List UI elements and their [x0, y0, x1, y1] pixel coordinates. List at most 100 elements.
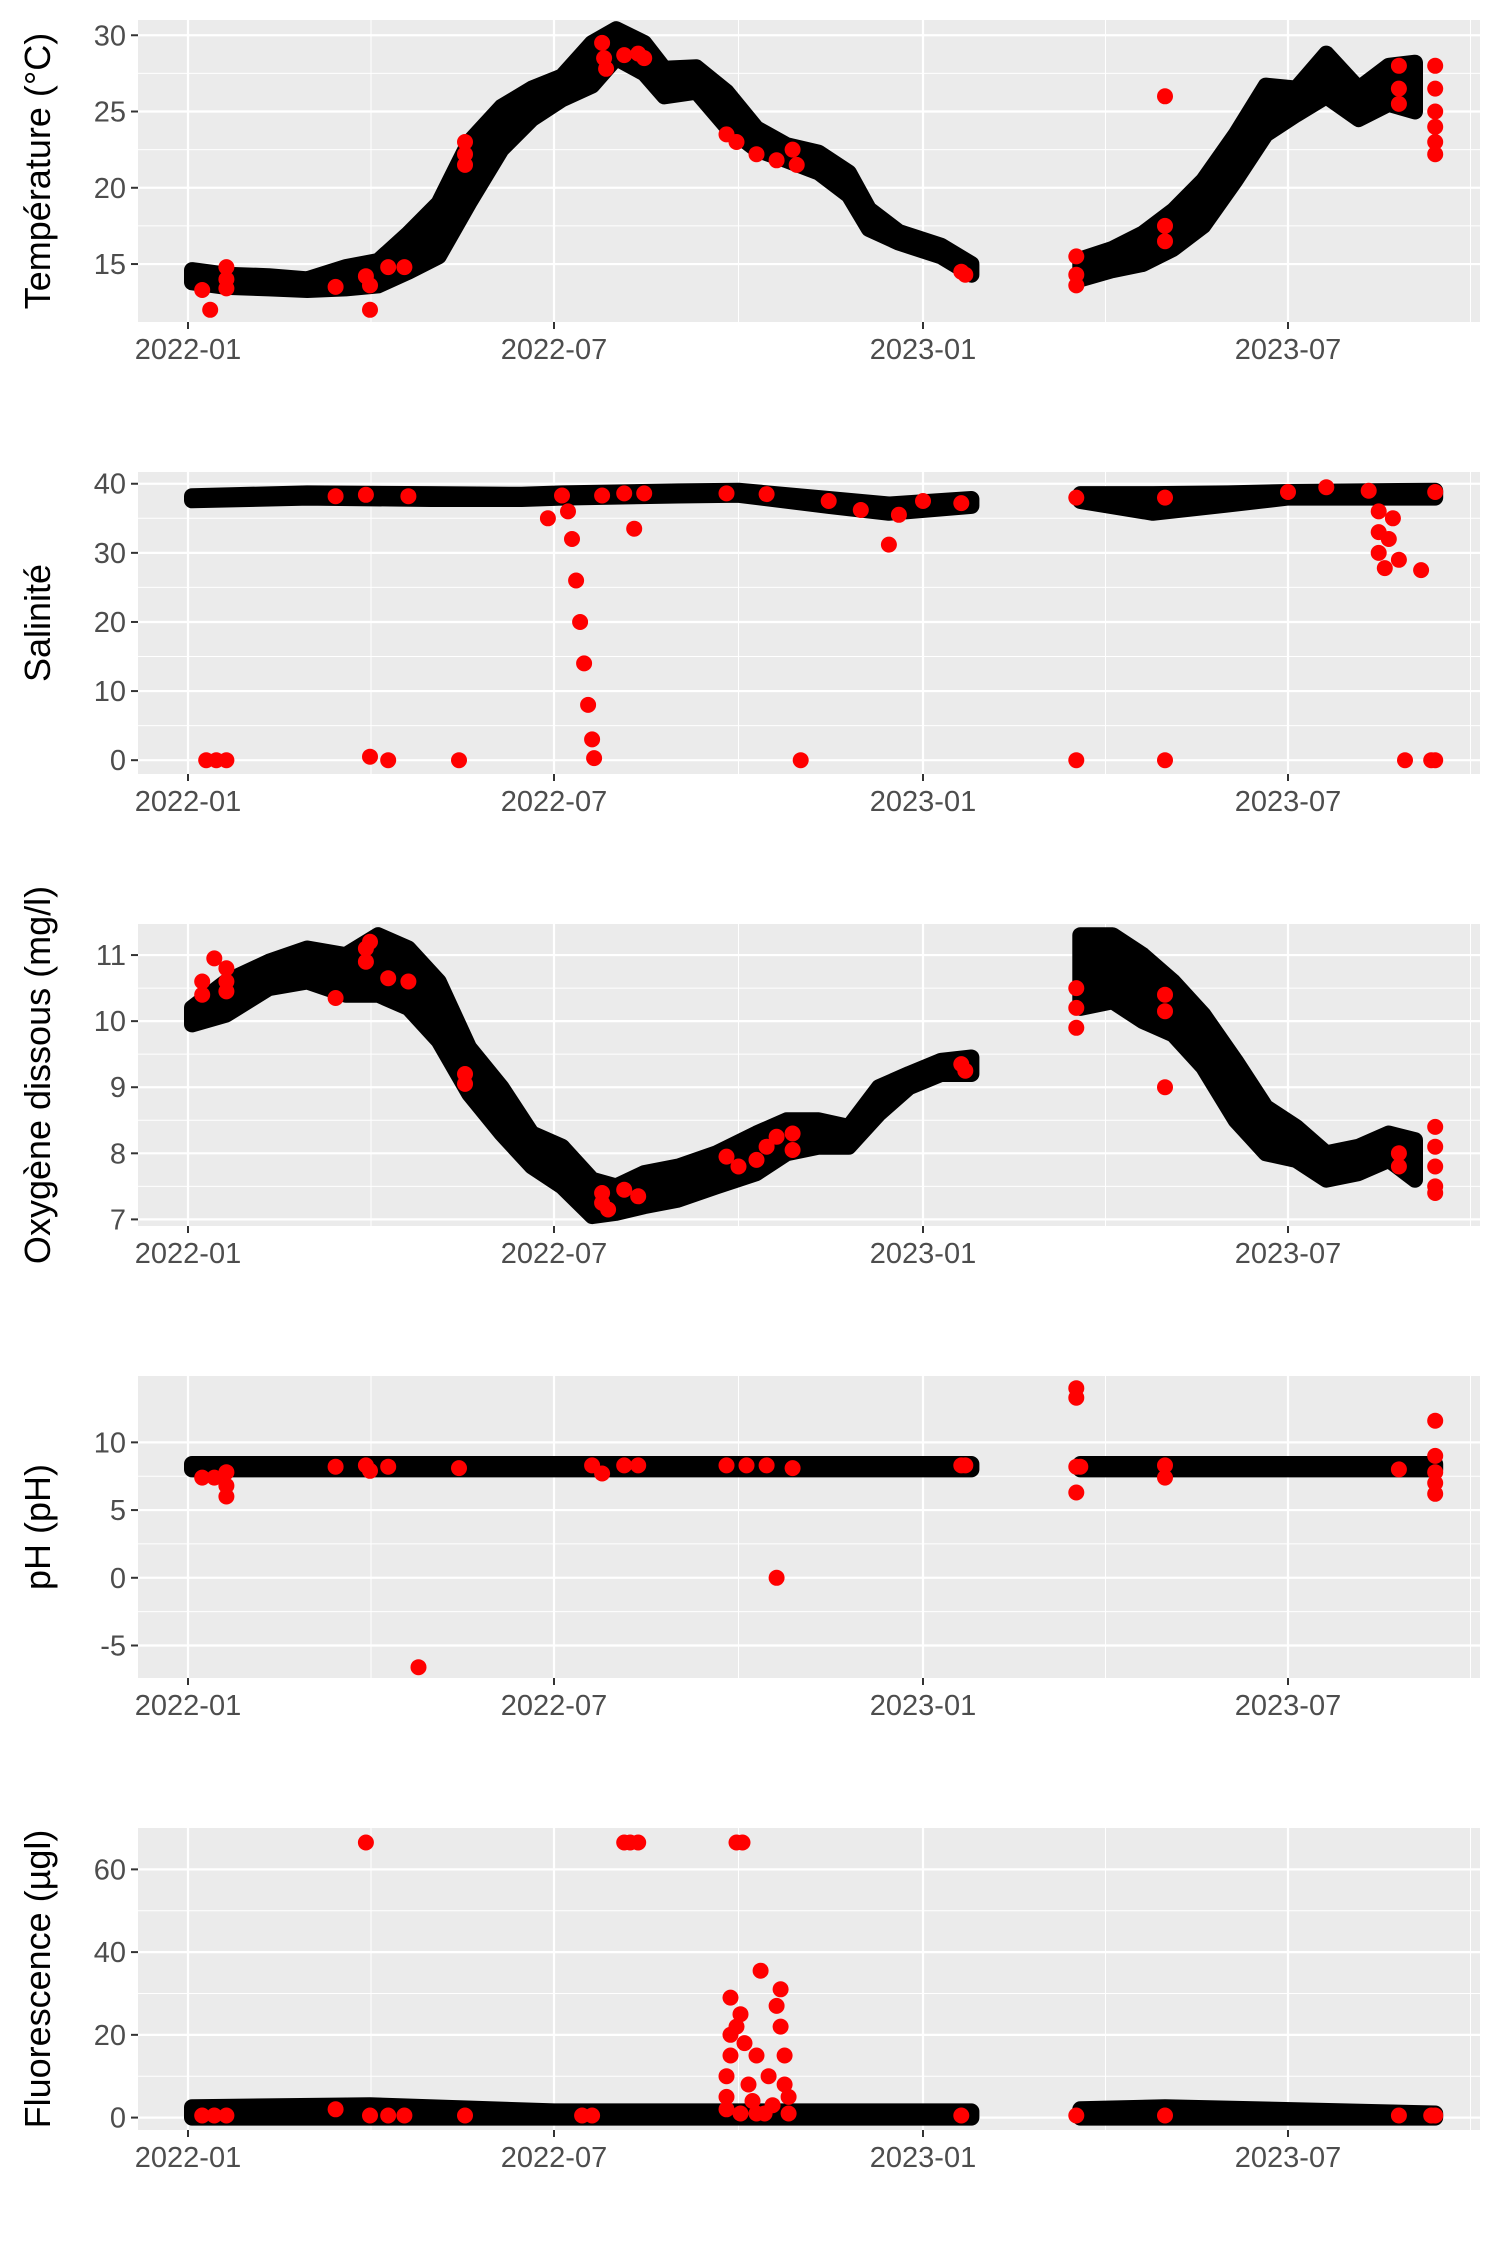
- data-point-red: [915, 493, 931, 509]
- data-point-red: [357, 486, 374, 503]
- data-layer: [184, 1834, 1444, 2126]
- x-tick-label: 2022-07: [501, 2142, 607, 2174]
- data-point-red: [1427, 118, 1444, 135]
- data-point-red: [1390, 551, 1407, 568]
- data-point-red: [600, 1201, 617, 1218]
- data-point-red: [792, 752, 809, 769]
- panel-4: -5 0 5 10 2022-01 2022-07 2023-01 2023-07 pH (pH…: [17, 1376, 1480, 1722]
- data-point-red: [194, 973, 211, 990]
- data-point-red: [616, 485, 633, 502]
- y-tick-label: 11: [96, 940, 126, 972]
- y-axis-title: Salinité: [17, 564, 58, 682]
- data-point-red: [1384, 510, 1401, 527]
- y-tick-label: 7: [110, 1204, 126, 1236]
- y-tick-label: 10: [94, 676, 126, 708]
- y-tick-label: 9: [110, 1072, 126, 1104]
- data-point-red: [718, 485, 735, 502]
- data-point-red: [1157, 489, 1173, 506]
- data-point-red: [1157, 88, 1173, 105]
- data-point-red: [1427, 57, 1444, 74]
- data-point-red: [732, 2105, 749, 2122]
- data-point-red: [194, 1469, 211, 1486]
- data-point-red: [218, 1488, 235, 1505]
- data-point-red: [728, 2018, 745, 2035]
- data-point-red: [1427, 484, 1444, 500]
- data-point-red: [572, 614, 589, 630]
- data-point-red: [568, 572, 585, 589]
- data-point-red: [1068, 1389, 1085, 1406]
- data-point-red: [327, 2101, 344, 2118]
- panel-1: 15 20 25 30 2022-01 2022-07 2023-01 2023-07 Temp…: [17, 20, 1480, 366]
- data-point-red: [457, 134, 473, 150]
- data-point-red: [584, 2107, 601, 2124]
- data-point-red: [1157, 1469, 1173, 1486]
- data-point-red: [1280, 484, 1296, 500]
- data-point-red: [1068, 248, 1085, 265]
- data-point-red: [776, 2076, 793, 2093]
- data-point-red: [218, 983, 235, 1000]
- data-point-red: [626, 520, 643, 537]
- data-point-red: [1370, 544, 1387, 561]
- data-point-red: [768, 152, 785, 169]
- plot-background: [138, 1828, 1480, 2130]
- data-point-red: [718, 2101, 735, 2118]
- data-point-red: [380, 752, 397, 769]
- data-point-red: [1427, 1485, 1444, 1502]
- data-point-red: [1390, 2107, 1407, 2124]
- data-point-red: [586, 750, 603, 767]
- data-point-red: [1318, 479, 1335, 496]
- data-point-red: [410, 1659, 427, 1676]
- data-point-red: [1427, 80, 1444, 97]
- data-layer: [184, 1380, 1444, 1676]
- data-point-red: [1068, 2107, 1085, 2124]
- data-point-red: [728, 134, 745, 150]
- data-point-red: [564, 531, 580, 547]
- data-point-red: [957, 1062, 974, 1079]
- data-point-red: [734, 1834, 751, 1851]
- data-point-red: [1390, 1158, 1407, 1175]
- y-axis-title: Température (°C): [17, 33, 58, 309]
- data-point-red: [630, 1457, 647, 1474]
- data-point-red: [732, 2006, 749, 2023]
- data-point-red: [457, 156, 473, 173]
- data-point-red: [1068, 980, 1085, 997]
- data-point-red: [396, 259, 413, 276]
- data-point-red: [594, 1465, 611, 1482]
- data-point-red: [758, 1138, 775, 1155]
- data-point-red: [400, 488, 417, 505]
- data-point-red: [616, 1181, 633, 1198]
- data-point-red: [636, 485, 653, 502]
- data-point-red: [780, 2105, 797, 2122]
- plot-background: [138, 1376, 1480, 1678]
- y-axis-title: Fluorescence (µgl): [17, 1830, 58, 2129]
- data-point-red: [780, 2088, 797, 2105]
- data-point-red: [738, 1457, 755, 1474]
- data-point-red: [636, 50, 653, 67]
- data-layer: [184, 927, 1444, 1225]
- data-point-red: [580, 696, 597, 713]
- data-point-red: [400, 973, 417, 990]
- data-point-red: [957, 1457, 974, 1474]
- y-tick-label: 20: [94, 2020, 126, 2052]
- data-point-red: [194, 282, 211, 298]
- data-band-black: [184, 1456, 980, 1478]
- data-point-red: [744, 2093, 761, 2109]
- data-point-red: [752, 1962, 769, 1979]
- data-point-red: [718, 2088, 735, 2105]
- data-band-black: [1072, 1456, 1444, 1478]
- data-point-red: [1427, 1412, 1444, 1429]
- x-tick-label: 2022-01: [135, 334, 241, 366]
- y-tick-label: 30: [94, 538, 126, 570]
- data-point-red: [718, 1457, 735, 1474]
- data-point-red: [880, 536, 897, 553]
- data-point-red: [1068, 752, 1085, 769]
- data-point-red: [760, 2068, 777, 2085]
- data-point-red: [1390, 80, 1407, 97]
- data-point-red: [957, 266, 974, 283]
- data-point-red: [218, 259, 235, 276]
- x-tick-label: 2023-01: [870, 2142, 976, 2174]
- data-point-red: [362, 933, 378, 950]
- x-tick-label: 2023-01: [870, 786, 976, 818]
- data-point-red: [457, 1075, 473, 1092]
- data-point-red: [206, 2107, 223, 2124]
